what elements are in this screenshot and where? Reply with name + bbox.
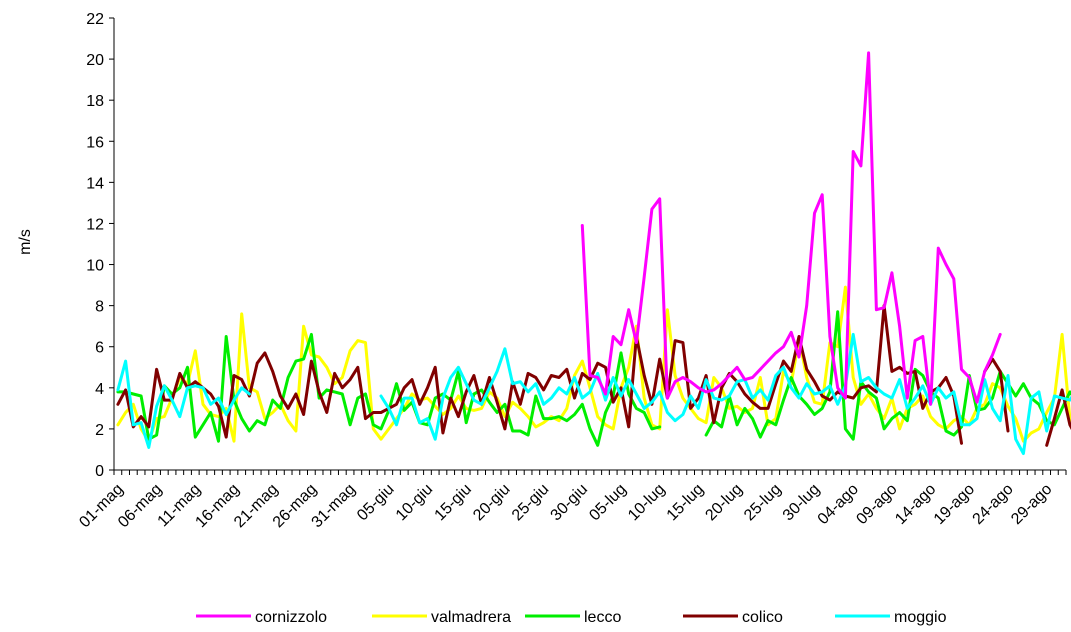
y-tick-label: 0: [95, 463, 104, 480]
series-group: [116, 51, 1071, 456]
x-axis: 01-mag06-mag11-mag16-mag21-mag26-mag31-m…: [76, 469, 1067, 531]
x-tick-label: 25-giu: [509, 481, 552, 524]
legend-label-cornizzolo: cornizzolo: [255, 609, 327, 626]
y-tick-label: 8: [95, 299, 104, 316]
x-tick-label: 10-giu: [393, 481, 436, 524]
y-tick-label: 22: [86, 11, 104, 28]
x-tick-label: 15-lug: [664, 481, 707, 524]
x-tick-label: 04-ago: [815, 481, 862, 528]
series-line-moggio: [116, 332, 1071, 456]
y-tick-label: 12: [86, 216, 104, 233]
y-tick-label: 14: [86, 175, 104, 192]
y-tick-label: 2: [95, 422, 104, 439]
legend-label-moggio: moggio: [894, 609, 947, 626]
legend: cornizzolo valmadrera lecco colico moggio: [0, 603, 1071, 627]
y-tick-label: 4: [95, 381, 104, 398]
x-tick-label: 30-giu: [548, 481, 591, 524]
legend-label-colico: colico: [742, 609, 783, 626]
x-tick-label: 10-lug: [625, 481, 668, 524]
y-axis: 0 2 4 6 8 10 12 14 16 18 20 22: [86, 11, 115, 480]
y-tick-label: 10: [86, 258, 104, 275]
y-tick-label: 6: [95, 340, 104, 357]
x-tick-label: 20-lug: [702, 481, 745, 524]
line-chart-plot: 0 2 4 6 8 10 12 14 16 18 20 22 01-mag06-mag11-mag16…: [17, 11, 1071, 531]
x-tick-label: 05-giu: [354, 481, 397, 524]
x-tick-label: 20-giu: [470, 481, 513, 524]
x-tick-label: 25-lug: [741, 481, 784, 524]
x-tick-label: 24-ago: [970, 481, 1017, 528]
y-tick-label: 18: [86, 93, 104, 110]
x-tick-label: 06-mag: [115, 481, 165, 531]
y-axis-label: m/s: [17, 229, 34, 255]
x-tick-label: 09-ago: [853, 481, 900, 528]
x-tick-label: 19-ago: [931, 481, 978, 528]
x-tick-label: 31-mag: [309, 481, 359, 531]
legend-label-lecco: lecco: [584, 609, 621, 626]
legend-label-valmadrera: valmadrera: [431, 609, 511, 626]
x-tick-label: 14-ago: [892, 481, 939, 528]
x-tick-label: 15-giu: [432, 481, 475, 524]
x-tick-label: 29-ago: [1008, 481, 1055, 528]
y-tick-label: 16: [86, 134, 104, 151]
series-line-cornizzolo: [580, 51, 1002, 406]
legend-items: cornizzolo valmadrera lecco colico moggio: [196, 609, 947, 626]
series-line-valmadrera: [116, 285, 1071, 443]
y-tick-label: 20: [86, 52, 104, 69]
x-tick-label: 05-lug: [586, 481, 629, 524]
